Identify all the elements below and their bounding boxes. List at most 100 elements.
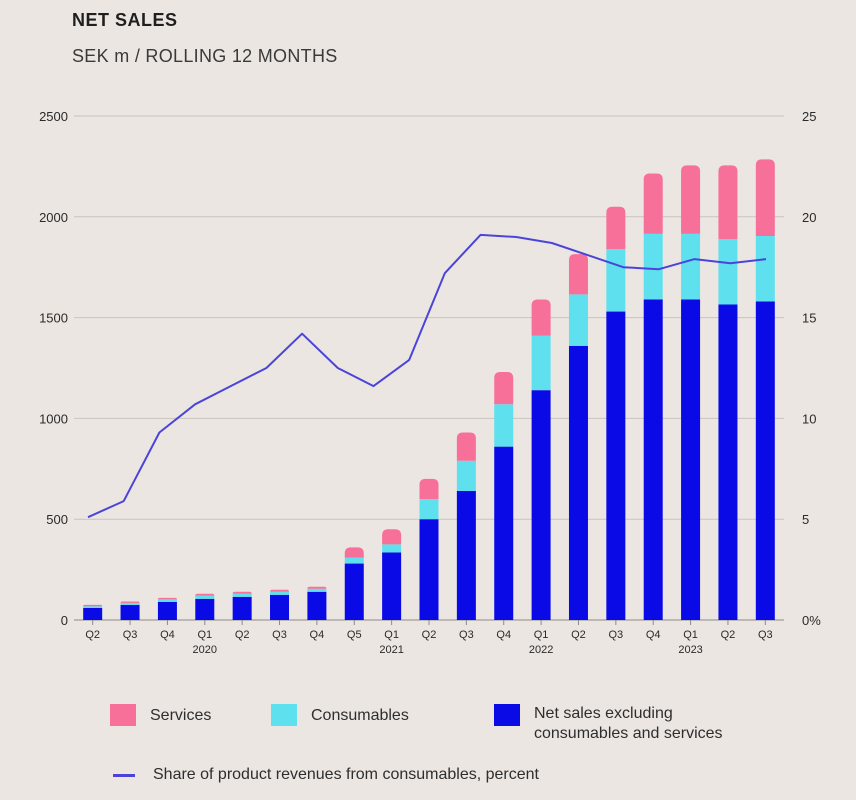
bar-segment [643, 173, 663, 234]
bar-segment [755, 235, 775, 302]
bar-segment [755, 301, 775, 620]
y-axis-tick-label: 2000 [39, 210, 68, 225]
legend-item-consumables: Consumables [271, 704, 409, 726]
bar-segment [494, 446, 514, 620]
y-axis-tick-label: 1500 [39, 311, 68, 326]
x-axis-tick-label: Q3 [608, 629, 623, 641]
legend-label-share: Share of product revenues from consumabl… [153, 766, 539, 783]
x-axis-year-label: 2020 [193, 644, 217, 656]
y2-axis-tick-label: 25 [802, 109, 816, 124]
x-axis-year-label: 2023 [678, 644, 702, 656]
bar-segment [681, 299, 701, 620]
bar-segment [456, 432, 476, 461]
bar-segment [494, 404, 514, 447]
bar-segment [307, 586, 327, 589]
net-sales-chart: 0 500 1000 1500 2000 2500 0% 5 10 15 20 25 Q2 Q3 Q4 Q1 Q… [39, 109, 821, 656]
bar-segment [755, 159, 775, 236]
bar-segment [382, 544, 402, 553]
bar-segment [494, 372, 514, 405]
bar-segment [307, 588, 327, 592]
bar-segment [568, 345, 588, 620]
bar-segment [531, 390, 551, 620]
bar-segment [157, 601, 177, 620]
bar-segment [643, 299, 663, 620]
bar-segment [568, 254, 588, 295]
y2-axis-tick-label: 10 [802, 411, 816, 426]
bar-segment [120, 602, 140, 605]
bar-segment [606, 311, 626, 620]
bar-segment [643, 233, 663, 300]
x-axis-tick-label: Q1 [384, 629, 399, 641]
x-axis-tick-label: Q2 [422, 629, 437, 641]
legend-item-services: Services [110, 704, 211, 726]
bar-segment [456, 490, 476, 620]
bar-segment [83, 604, 103, 607]
share-line [87, 233, 767, 519]
legend-swatch-consumables [271, 704, 297, 726]
bar-segment [382, 552, 402, 620]
y-axis-tick-label: 2500 [39, 109, 68, 124]
bar-segment [681, 165, 701, 234]
bar-segment [718, 165, 738, 239]
bar-segment [419, 499, 439, 520]
x-axis-tick-label: Q1 [534, 629, 549, 641]
bar-segment [531, 335, 551, 391]
bar-segment [270, 594, 290, 620]
bar-segment [718, 238, 738, 305]
x-axis-tick-label: Q3 [123, 629, 138, 641]
x-axis-year-label: 2022 [529, 644, 553, 656]
bar-segment [456, 460, 476, 491]
bar-segment [419, 478, 439, 500]
bar-segment [344, 557, 364, 564]
bar-segment [718, 304, 738, 620]
bar-segment [419, 519, 439, 620]
bar-segment [232, 591, 252, 594]
legend-item-net-sales: Net sales excluding consumables and serv… [494, 704, 723, 744]
bar-segment [83, 607, 103, 620]
x-axis-tick-label: Q4 [310, 629, 325, 641]
bar-segment [270, 589, 290, 592]
bar-segment [195, 598, 215, 620]
legend-label-consumables: Consumables [311, 707, 409, 724]
bar-segment [157, 599, 177, 602]
legend-label-net-sales-line1: Net sales excluding [534, 705, 673, 722]
bar-segment [382, 529, 402, 545]
bar-segment [83, 606, 103, 608]
y-axis-tick-label: 0 [61, 613, 68, 628]
legend-label-services: Services [150, 707, 212, 724]
y2-axis-tick-label: 0% [802, 613, 821, 628]
legend-item-share-line: Share of product revenues from consumabl… [113, 765, 539, 785]
x-axis-tick-label: Q2 [235, 629, 250, 641]
y-axis-tick-label: 500 [46, 512, 68, 527]
x-axis-tick-label: Q2 [571, 629, 586, 641]
bar-segment [606, 206, 626, 250]
bar-segment [120, 601, 140, 603]
legend-label-net-sales: Net sales excluding consumables and serv… [534, 704, 723, 744]
y-axis-tick-label: 1000 [39, 411, 68, 426]
bar-segment [232, 596, 252, 620]
bar-segment [157, 597, 177, 600]
legend-swatch-services [110, 704, 136, 726]
x-axis-tick-label: Q3 [272, 629, 287, 641]
bar-segment [270, 591, 290, 595]
x-axis-tick-label: Q2 [721, 629, 736, 641]
bar-segment [195, 593, 215, 596]
x-axis-tick-label: Q1 [197, 629, 212, 641]
x-axis-tick-label: Q5 [347, 629, 362, 641]
x-axis-tick-label: Q2 [85, 629, 100, 641]
bar-segment [568, 294, 588, 346]
bar-segment [344, 563, 364, 620]
bar-segment [232, 593, 252, 597]
x-axis-year-label: 2021 [379, 644, 403, 656]
bar-segment [681, 233, 701, 300]
legend-line-share [113, 774, 135, 777]
y2-axis-tick-label: 15 [802, 311, 816, 326]
bar-segment [606, 249, 626, 312]
chart-title: NET SALES [72, 10, 178, 30]
x-axis-tick-label: Q4 [496, 629, 511, 641]
bar-segment [531, 299, 551, 336]
legend-label-net-sales-line2: consumables and services [534, 725, 723, 742]
legend-swatch-net-sales [494, 704, 520, 726]
bar-segment [344, 547, 364, 558]
y2-axis-tick-label: 20 [802, 210, 816, 225]
